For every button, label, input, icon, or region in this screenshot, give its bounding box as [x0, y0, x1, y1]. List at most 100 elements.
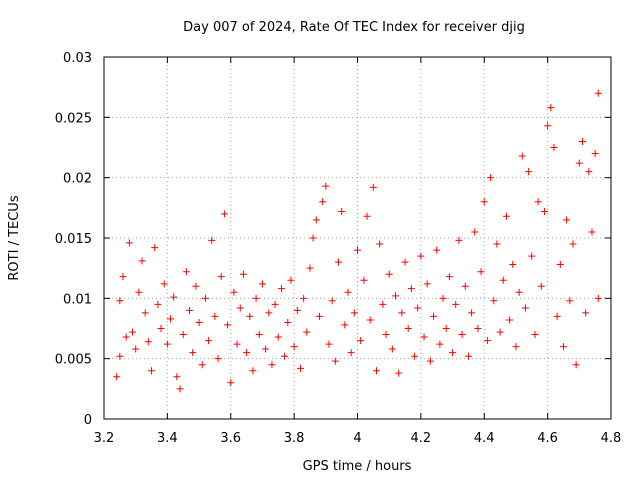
data-point — [148, 367, 156, 375]
x-tick-label: 3.2 — [94, 431, 115, 446]
data-point — [341, 321, 349, 329]
data-point — [449, 349, 457, 357]
data-point — [544, 122, 552, 130]
data-point — [518, 152, 526, 160]
x-axis-label: GPS time / hours — [303, 459, 412, 474]
data-point — [277, 285, 285, 293]
y-tick-labels: 0 0.005 0.01 0.015 0.02 0.025 0.03 — [55, 51, 92, 428]
chart-title: Day 007 of 2024, Rate Of TEC Index for r… — [183, 20, 525, 35]
data-point — [578, 137, 586, 145]
y-tick-label: 0.03 — [63, 51, 92, 66]
data-point — [483, 337, 491, 345]
data-point — [464, 352, 472, 360]
data-point — [119, 273, 127, 281]
data-point — [493, 240, 501, 248]
data-point — [528, 252, 536, 260]
data-point — [414, 304, 422, 312]
data-point — [350, 309, 358, 317]
data-point — [344, 288, 352, 296]
data-point — [205, 337, 213, 345]
data-point — [220, 210, 228, 218]
data-point — [556, 261, 564, 269]
data-point — [255, 331, 263, 339]
x-tick-labels: 3.2 3.4 3.6 3.8 4 4.2 4.4 4.6 4.8 — [94, 431, 622, 446]
data-point — [249, 367, 257, 375]
y-tick-label: 0.025 — [55, 111, 92, 126]
data-point — [300, 294, 308, 302]
data-point — [417, 252, 425, 260]
data-point — [376, 240, 384, 248]
data-point — [360, 276, 368, 284]
data-point — [388, 345, 396, 353]
y-tick-label: 0.005 — [55, 353, 92, 368]
data-point — [125, 239, 133, 247]
data-point — [404, 325, 412, 332]
x-tick-label: 3.8 — [284, 431, 305, 446]
data-point — [208, 236, 216, 244]
data-point — [525, 168, 533, 176]
data-point — [258, 280, 266, 288]
data-point — [366, 316, 374, 324]
data-point — [303, 328, 311, 336]
data-point — [433, 246, 441, 254]
data-point — [227, 379, 235, 387]
data-point — [151, 244, 159, 252]
data-point — [496, 328, 504, 336]
data-point — [347, 349, 355, 357]
data-point — [553, 312, 561, 320]
data-point — [132, 345, 140, 353]
data-point — [471, 228, 479, 236]
data-point — [122, 333, 130, 341]
x-tick-label: 3.4 — [157, 431, 178, 446]
data-point — [369, 183, 377, 191]
data-point — [439, 294, 447, 302]
data-point — [309, 234, 317, 242]
data-point — [281, 352, 289, 360]
data-point — [468, 309, 476, 317]
data-point — [426, 357, 434, 365]
data-point — [268, 361, 276, 369]
data-point — [591, 150, 599, 158]
data-point — [182, 268, 190, 276]
data-point — [537, 282, 545, 290]
data-point — [116, 297, 124, 305]
data-point — [474, 325, 482, 332]
data-point — [325, 340, 333, 348]
data-point — [135, 288, 143, 296]
data-point — [186, 306, 194, 314]
data-points — [113, 89, 602, 393]
data-point — [138, 257, 146, 265]
data-point — [487, 174, 495, 182]
data-point — [445, 273, 453, 281]
data-point — [239, 270, 247, 278]
data-point — [588, 228, 596, 236]
data-point — [141, 309, 149, 317]
data-point — [480, 198, 488, 206]
data-point — [490, 297, 498, 305]
data-point — [293, 306, 301, 314]
data-point — [230, 288, 238, 296]
data-point — [512, 343, 520, 351]
data-point — [322, 182, 330, 190]
data-point — [217, 273, 225, 281]
data-point — [176, 385, 184, 393]
data-point — [420, 333, 428, 341]
y-tick-label: 0.02 — [63, 172, 92, 187]
data-point — [315, 312, 323, 320]
data-point — [189, 349, 197, 357]
data-point — [547, 104, 555, 112]
data-point — [385, 270, 393, 278]
data-point — [331, 357, 339, 365]
data-point — [334, 258, 342, 266]
data-point — [296, 364, 304, 372]
data-point — [160, 280, 168, 288]
axis-ticks — [103, 56, 612, 420]
data-point — [594, 294, 602, 302]
data-point — [521, 304, 529, 312]
data-point — [379, 300, 387, 308]
data-point — [306, 264, 314, 272]
data-point — [192, 282, 200, 290]
data-point — [319, 198, 327, 206]
data-point — [113, 373, 121, 381]
